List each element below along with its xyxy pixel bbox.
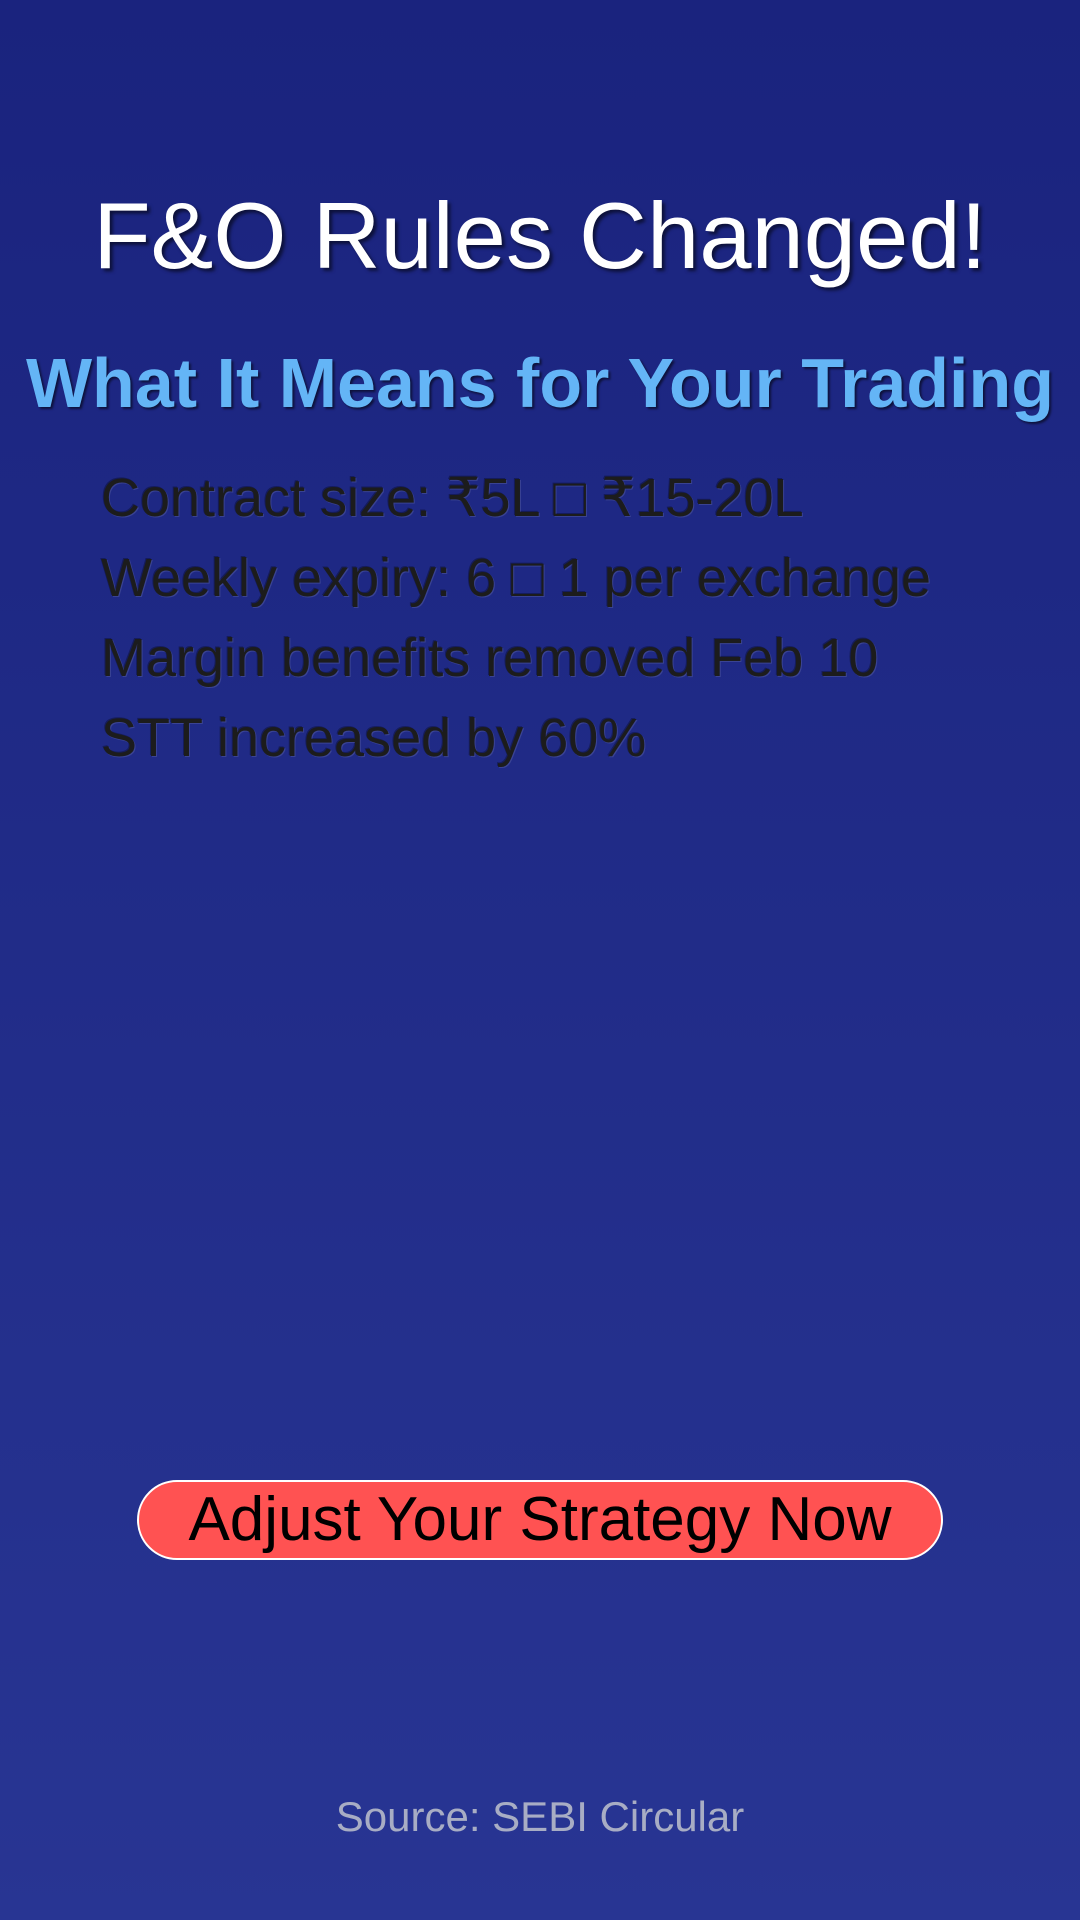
page-subtitle: What It Means for Your Trading (25, 344, 1055, 423)
rule-change-contract-size: Contract size: ₹5L □ ₹15-20L (101, 468, 804, 528)
rule-change-margin-benefits: Margin benefits removed Feb 10 (101, 628, 879, 688)
rule-changes-list: Contract size: ₹5L □ ₹15-20L Weekly expi… (101, 458, 1061, 778)
page-title: F&O Rules Changed! (93, 182, 987, 288)
adjust-strategy-button[interactable]: Adjust Your Strategy Now (137, 1480, 943, 1560)
rule-change-weekly-expiry: Weekly expiry: 6 □ 1 per exchange (101, 548, 932, 608)
source-citation: Source: SEBI Circular (335, 1793, 745, 1840)
rule-change-stt: STT increased by 60% (101, 708, 647, 768)
